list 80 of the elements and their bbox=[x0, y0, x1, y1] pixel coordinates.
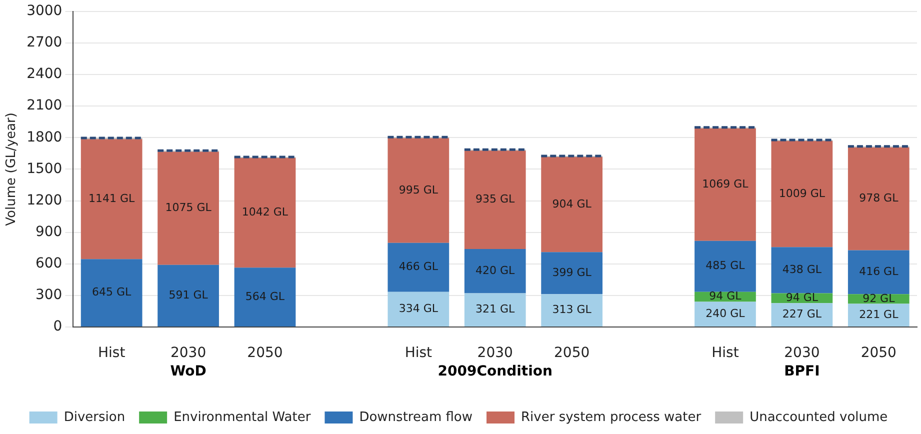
legend-label: Diversion bbox=[64, 410, 126, 425]
bar bbox=[158, 152, 219, 265]
data-label: 466 GL bbox=[398, 260, 439, 274]
bar bbox=[388, 242, 450, 292]
data-label: 221 GL bbox=[859, 308, 900, 321]
bar bbox=[694, 128, 756, 241]
y-tick-label: 1200 bbox=[26, 192, 62, 208]
data-label: 438 GL bbox=[782, 263, 822, 276]
data-label: 564 GL bbox=[245, 290, 286, 303]
text: 2009Condition bbox=[438, 364, 552, 380]
data-label: 94 GL bbox=[786, 291, 819, 304]
data-label: 1009 GL bbox=[778, 186, 826, 200]
x-tick-label: 2030 bbox=[477, 345, 513, 362]
data-label: 1141 GL bbox=[88, 192, 136, 205]
data-label: 240 GL bbox=[706, 306, 746, 320]
data-label: 420 GL bbox=[476, 264, 516, 277]
data-label: 645 GL bbox=[92, 286, 132, 299]
data-label: 92 GL bbox=[862, 292, 896, 305]
y-tick-label: 1500 bbox=[26, 160, 62, 177]
x-tick-label: Hist bbox=[404, 345, 433, 362]
y-tick-label: 600 bbox=[35, 256, 62, 272]
x-tick-label: 2030 bbox=[784, 345, 820, 362]
x-tick-label: Hist bbox=[712, 345, 740, 362]
data-label: 399 GL bbox=[552, 266, 592, 279]
data-label: 1042 GL bbox=[242, 206, 289, 219]
data-label: 485 GL bbox=[706, 259, 746, 272]
data-label: 227 GL bbox=[782, 308, 822, 321]
text: BPFI bbox=[784, 364, 820, 380]
bar bbox=[541, 294, 603, 326]
y-axis-title: Volume (GL/year) bbox=[4, 112, 20, 226]
x-tick-label: 2030 bbox=[170, 345, 206, 362]
legend-label: Environmental Water bbox=[174, 410, 312, 425]
bar bbox=[80, 259, 142, 326]
bar bbox=[158, 264, 219, 326]
bar bbox=[464, 293, 526, 326]
data-label: 978 GL bbox=[859, 192, 900, 205]
data-label: 321 GL bbox=[476, 302, 516, 316]
data-label: 591 GL bbox=[168, 288, 209, 302]
data-label: 313 GL bbox=[552, 303, 592, 316]
data-label: 416 GL bbox=[859, 265, 900, 278]
legend-label: Unaccounted volume bbox=[750, 410, 888, 425]
legend-label: River system process water bbox=[521, 410, 702, 425]
data-label: 334 GL bbox=[398, 302, 439, 316]
data-label: 1075 GL bbox=[165, 201, 212, 214]
x-tick-label: Hist bbox=[98, 345, 126, 362]
bar bbox=[848, 250, 910, 294]
x-tick-label: 2050 bbox=[860, 345, 896, 362]
y-tick-label: 2700 bbox=[26, 34, 62, 51]
y-tick-label: 1800 bbox=[26, 129, 62, 146]
data-label: 1069 GL bbox=[702, 177, 750, 190]
bar bbox=[388, 292, 450, 326]
x-tick-label: 2050 bbox=[247, 345, 283, 362]
y-tick-label: 300 bbox=[35, 287, 62, 304]
y-tick-label: 3000 bbox=[26, 3, 62, 20]
bar bbox=[388, 138, 450, 243]
bar bbox=[694, 240, 756, 292]
bar bbox=[541, 156, 603, 252]
bar bbox=[848, 147, 910, 250]
legend-label: Downstream flow bbox=[359, 410, 473, 425]
data-label: 995 GL bbox=[398, 183, 439, 196]
bar bbox=[464, 150, 526, 250]
bar bbox=[234, 158, 296, 268]
bar bbox=[771, 303, 833, 326]
bar bbox=[771, 247, 833, 294]
bar bbox=[234, 268, 296, 326]
data-label: 94 GL bbox=[709, 290, 742, 303]
y-tick-label: 900 bbox=[35, 224, 62, 240]
x-tick-label: 2050 bbox=[554, 345, 590, 362]
data-label: 904 GL bbox=[552, 197, 592, 210]
bar bbox=[464, 249, 526, 294]
text: WoD bbox=[170, 364, 206, 380]
bar bbox=[80, 139, 142, 260]
bar bbox=[771, 141, 833, 248]
data-label: 935 GL bbox=[476, 192, 516, 206]
bar bbox=[848, 304, 910, 326]
y-tick-label: 2400 bbox=[26, 66, 62, 82]
y-tick-label: 2100 bbox=[26, 98, 62, 114]
y-tick-label: 0 bbox=[53, 318, 62, 335]
bar bbox=[541, 252, 603, 294]
bar bbox=[694, 302, 756, 326]
